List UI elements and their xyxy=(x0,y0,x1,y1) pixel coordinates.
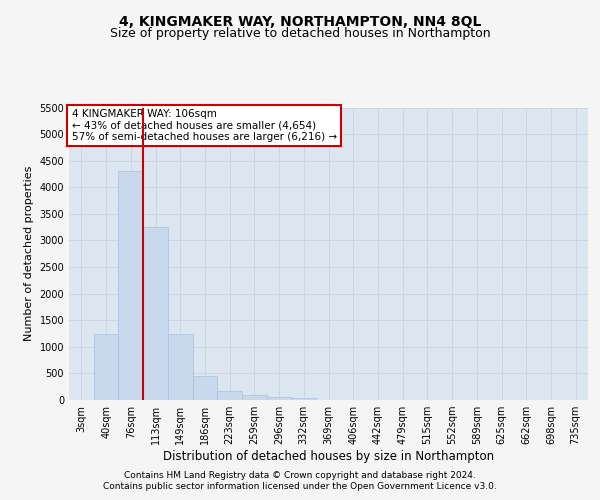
Text: 4, KINGMAKER WAY, NORTHAMPTON, NN4 8QL: 4, KINGMAKER WAY, NORTHAMPTON, NN4 8QL xyxy=(119,15,481,29)
Text: Contains HM Land Registry data © Crown copyright and database right 2024.: Contains HM Land Registry data © Crown c… xyxy=(124,471,476,480)
Y-axis label: Number of detached properties: Number of detached properties xyxy=(24,166,34,342)
X-axis label: Distribution of detached houses by size in Northampton: Distribution of detached houses by size … xyxy=(163,450,494,463)
Bar xyxy=(292,398,316,400)
Text: 4 KINGMAKER WAY: 106sqm
← 43% of detached houses are smaller (4,654)
57% of semi: 4 KINGMAKER WAY: 106sqm ← 43% of detache… xyxy=(71,109,337,142)
Bar xyxy=(267,397,292,400)
Bar xyxy=(143,227,168,400)
Bar xyxy=(168,334,193,400)
Text: Size of property relative to detached houses in Northampton: Size of property relative to detached ho… xyxy=(110,28,490,40)
Bar xyxy=(242,395,267,400)
Text: Contains public sector information licensed under the Open Government Licence v3: Contains public sector information licen… xyxy=(103,482,497,491)
Bar xyxy=(118,172,143,400)
Bar xyxy=(193,376,217,400)
Bar xyxy=(217,390,242,400)
Bar xyxy=(94,334,118,400)
